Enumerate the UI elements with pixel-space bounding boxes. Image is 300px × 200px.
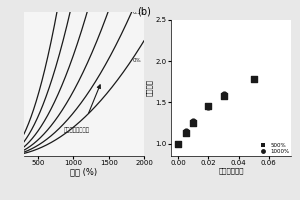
Text: (b): (b): [137, 6, 151, 16]
Point: [184, 130, 188, 133]
X-axis label: 应变 (%): 应变 (%): [70, 168, 98, 177]
Point: [221, 93, 226, 96]
Point: [176, 142, 181, 145]
Point: [191, 119, 196, 122]
Point: [251, 78, 256, 81]
Text: 0%: 0%: [133, 58, 141, 63]
Point: [191, 121, 196, 125]
Text: 功能化石墨烯含量: 功能化石墨烯含量: [64, 127, 90, 133]
Y-axis label: 相对应力: 相对应力: [146, 79, 153, 97]
X-axis label: 功能化石墨烯: 功能化石墨烯: [218, 168, 244, 174]
Point: [206, 105, 211, 108]
Point: [206, 104, 211, 107]
Point: [184, 131, 188, 135]
Point: [221, 94, 226, 97]
Text: 0.5%: 0.5%: [133, 10, 147, 15]
Legend: 500%, 1000%: 500%, 1000%: [257, 143, 289, 154]
